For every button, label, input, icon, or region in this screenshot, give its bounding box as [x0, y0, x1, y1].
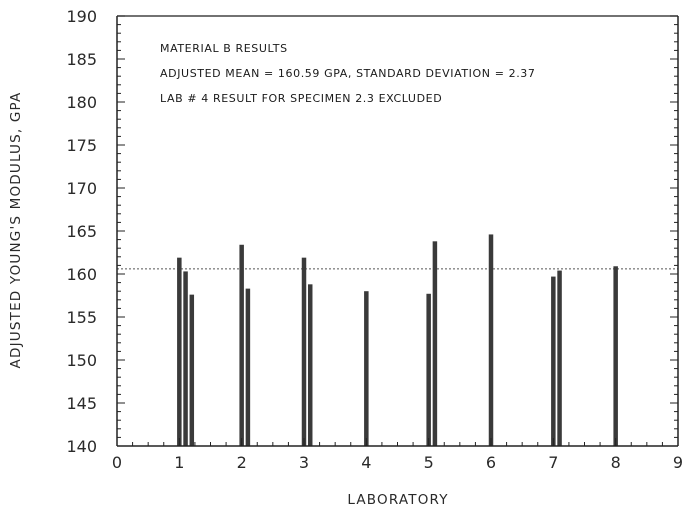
annotation-line-2: ADJUSTED MEAN = 160.59 GPA, STANDARD DEV… [160, 67, 536, 80]
bar-lab-1 [177, 257, 182, 446]
y-tick-label: 160 [66, 265, 97, 284]
x-tick-label: 2 [237, 453, 247, 472]
y-tick-label: 175 [66, 136, 97, 155]
bar-lab-2 [245, 288, 251, 446]
bars-layer [177, 234, 618, 446]
bar-lab-7 [551, 276, 556, 446]
bar-lab-1 [189, 294, 195, 446]
tick-labels-layer: 140 145 150 155 160 165 170 175 180 185 190 0 1 2 3 4 5 6… [66, 7, 683, 472]
ticks-layer [116, 15, 679, 447]
y-tick-label: 190 [66, 7, 97, 26]
bar-lab-5 [432, 241, 438, 446]
bar-lab-6 [488, 234, 494, 446]
bar-lab-1 [183, 271, 188, 446]
y-tick-label: 155 [66, 308, 97, 327]
x-axis-title: LABORATORY [347, 492, 448, 508]
bar-lab-8 [613, 266, 618, 446]
y-tick-label: 170 [66, 179, 97, 198]
x-tick-label: 6 [486, 453, 496, 472]
bar-lab-5 [426, 293, 431, 446]
y-axis-title: ADJUSTED YOUNG'S MODULUS, GPA [8, 92, 24, 369]
bar-lab-3 [307, 284, 313, 446]
bar-lab-4 [364, 291, 369, 446]
bar-lab-3 [301, 257, 307, 446]
y-tick-label: 185 [66, 50, 97, 69]
x-tick-label: 9 [673, 453, 683, 472]
annotation-line-1: MATERIAL B RESULTS [160, 42, 288, 55]
y-tick-label: 165 [66, 222, 97, 241]
x-tick-label: 7 [548, 453, 558, 472]
y-tick-label: 180 [66, 93, 97, 112]
bar-lab-2 [239, 244, 244, 446]
x-tick-label: 5 [424, 453, 434, 472]
y-tick-label: 145 [66, 394, 97, 413]
y-tick-label: 140 [66, 437, 97, 456]
x-tick-label: 4 [361, 453, 371, 472]
x-tick-label: 1 [174, 453, 184, 472]
x-tick-label: 8 [611, 453, 621, 472]
y-tick-label: 150 [66, 351, 97, 370]
annotation-line-3: LAB # 4 RESULT FOR SPECIMEN 2.3 EXCLUDED [160, 92, 442, 105]
x-tick-label: 0 [112, 453, 122, 472]
x-tick-label: 3 [299, 453, 309, 472]
bar-lab-7 [557, 270, 562, 446]
